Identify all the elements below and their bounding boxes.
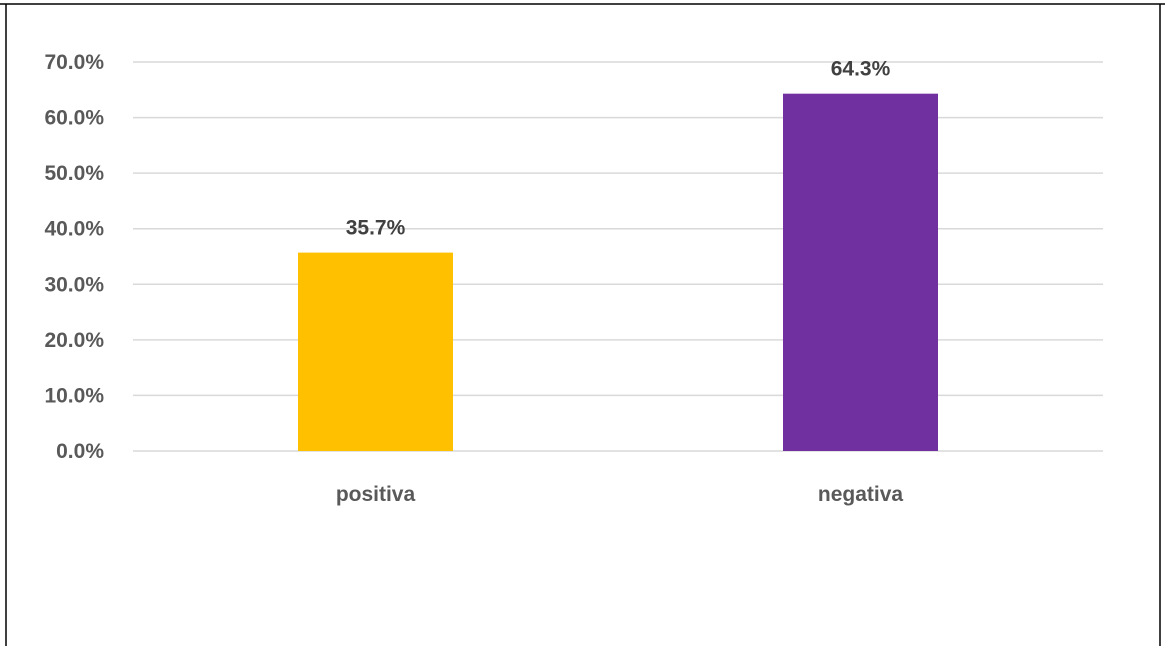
gridlines bbox=[133, 61, 1103, 452]
y-tick-label: 70.0% bbox=[44, 51, 104, 74]
x-axis-category-labels: positiva negativa bbox=[336, 483, 904, 506]
y-tick-label: 50.0% bbox=[44, 162, 104, 185]
y-axis-tick-labels: 0.0% 10.0% 20.0% 30.0% 40.0% 50.0% 60.0% 70.0% bbox=[44, 51, 104, 463]
y-tick-label: 60.0% bbox=[44, 107, 104, 130]
data-labels: 35.7% 64.3% bbox=[346, 58, 891, 240]
y-tick-label: 30.0% bbox=[44, 273, 104, 296]
bars bbox=[298, 93, 938, 451]
category-label-negativa: negativa bbox=[818, 483, 904, 506]
data-label-positiva: 35.7% bbox=[346, 217, 406, 240]
bar-negativa bbox=[783, 93, 938, 451]
y-tick-label: 40.0% bbox=[44, 218, 104, 241]
y-tick-label: 0.0% bbox=[56, 440, 104, 463]
category-label-positiva: positiva bbox=[336, 483, 416, 506]
bar-positiva bbox=[298, 252, 453, 451]
y-tick-label: 20.0% bbox=[44, 329, 104, 352]
y-tick-label: 10.0% bbox=[44, 384, 104, 407]
data-label-negativa: 64.3% bbox=[831, 58, 891, 81]
